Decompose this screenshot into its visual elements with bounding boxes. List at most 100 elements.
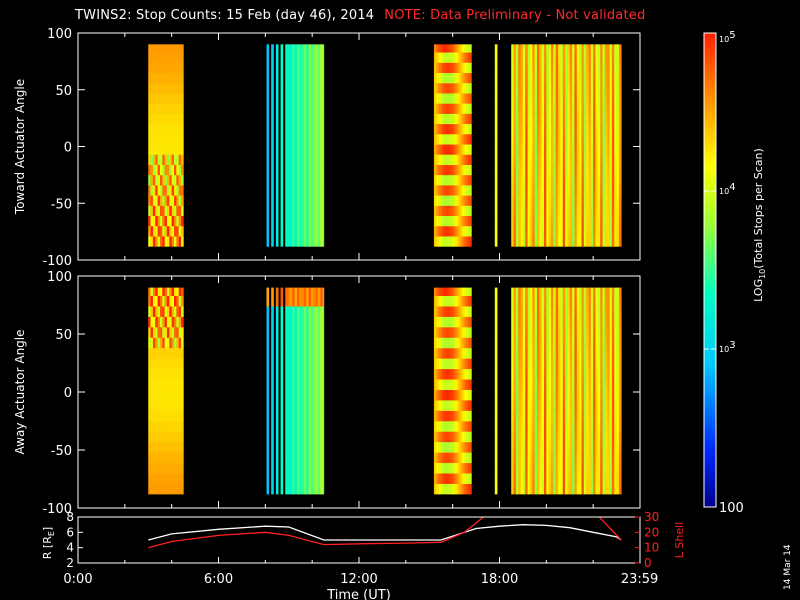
heatmap-cell — [548, 225, 552, 237]
heatmap-cell — [586, 389, 589, 401]
heatmap-cell — [176, 82, 179, 94]
heatmap-cell — [148, 316, 151, 328]
heatmap-cell — [308, 306, 312, 317]
heatmap-cell — [593, 347, 596, 359]
heatmap-cell — [171, 421, 175, 432]
heatmap-cell — [511, 306, 514, 317]
heatmap-cell — [308, 123, 312, 135]
heatmap-cell — [602, 52, 606, 63]
heatmap-cell — [609, 295, 613, 307]
heatmap-cell — [318, 93, 321, 104]
heatmap-cell — [320, 379, 323, 390]
heatmap-cell — [157, 347, 161, 359]
heatmap-cell — [518, 93, 521, 104]
heatmap-cell — [438, 174, 442, 186]
heatmap-cell — [520, 82, 524, 94]
heatmap-cell — [562, 483, 566, 495]
heatmap-cell — [148, 421, 151, 432]
heatmap-cell — [294, 195, 298, 206]
heatmap-cell — [280, 306, 284, 317]
heatmap-cell — [541, 295, 545, 307]
heatmap-cell — [275, 452, 279, 464]
heatmap-cell — [515, 52, 519, 63]
heatmap-cell — [459, 93, 463, 104]
heatmap-cell — [318, 462, 321, 474]
heatmap-cell — [532, 195, 535, 206]
heatmap-cell — [609, 358, 613, 370]
heatmap-cell — [438, 215, 442, 227]
heatmap-cell — [588, 225, 592, 237]
heatmap-cell — [562, 225, 566, 237]
heatmap-cell — [289, 123, 293, 135]
heatmap-cell — [315, 215, 319, 227]
heatmap-cell — [607, 113, 610, 125]
heatmap-cell — [574, 306, 578, 317]
heatmap-cell — [171, 195, 175, 206]
heatmap-cell — [551, 316, 554, 328]
heatmap-cell — [597, 441, 601, 453]
heatmap-cell — [266, 236, 270, 247]
heatmap-cell — [148, 195, 151, 206]
heatmap-cell — [455, 225, 458, 237]
heatmap-cell — [178, 134, 182, 145]
heatmap-cell — [527, 154, 531, 165]
heatmap-cell — [455, 52, 458, 63]
heatmap-cell — [581, 379, 585, 390]
heatmap-cell — [562, 164, 566, 176]
heatmap-cell — [548, 144, 552, 155]
heatmap-cell — [445, 295, 449, 307]
heatmap-cell — [294, 483, 298, 495]
heatmap-cell — [322, 154, 325, 165]
heatmap-cell — [450, 347, 453, 359]
heatmap-cell — [181, 400, 184, 411]
heatmap-cell — [515, 431, 519, 443]
heatmap-cell — [169, 452, 172, 464]
heatmap-cell — [520, 103, 524, 114]
heatmap-cell — [266, 174, 270, 186]
heatmap-cell — [313, 410, 316, 422]
heatmap-cell — [525, 306, 528, 317]
heatmap-cell — [546, 327, 549, 338]
heatmap-cell — [569, 316, 573, 328]
heatmap-cell — [447, 154, 451, 165]
heatmap-cell — [159, 473, 163, 484]
heatmap-cell — [436, 195, 439, 206]
heatmap-cell — [513, 316, 517, 328]
heatmap-cell — [588, 93, 592, 104]
heatmap-cell — [289, 462, 293, 474]
heatmap-cell — [166, 452, 170, 464]
heatmap-cell — [162, 473, 165, 484]
heatmap-cell — [287, 306, 291, 317]
heatmap-cell — [162, 225, 165, 237]
heatmap-cell — [469, 410, 472, 422]
heatmap-cell — [164, 236, 168, 247]
heatmap-cell — [579, 389, 582, 401]
heatmap-cell — [287, 205, 291, 217]
heatmap-cell — [150, 473, 154, 484]
heatmap-cell — [539, 215, 542, 227]
heatmap-cell — [280, 316, 284, 328]
heatmap-cell — [169, 483, 172, 495]
heatmap-cell — [525, 421, 528, 432]
heatmap-cell — [443, 113, 446, 125]
heatmap-cell — [536, 306, 540, 317]
heatmap-cell — [529, 144, 533, 155]
heatmap-cell — [581, 93, 585, 104]
heatmap-cell — [551, 103, 554, 114]
heatmap-cell — [311, 295, 314, 307]
heatmap-cell — [462, 327, 465, 338]
heatmap-cell — [574, 164, 578, 176]
heatmap-cell — [299, 347, 302, 359]
heatmap-cell — [433, 93, 437, 104]
heatmap-cell — [462, 347, 465, 359]
heatmap-cell — [583, 215, 587, 227]
heatmap-cell — [452, 421, 456, 432]
heatmap-cell — [572, 174, 575, 186]
heatmap-cell — [174, 52, 177, 63]
heatmap-cell — [527, 144, 531, 155]
heatmap-cell — [157, 287, 161, 297]
heatmap-cell — [150, 316, 154, 328]
heatmap-cell — [275, 483, 279, 495]
heatmap-cell — [289, 236, 293, 247]
heatmap-cell — [164, 113, 168, 125]
